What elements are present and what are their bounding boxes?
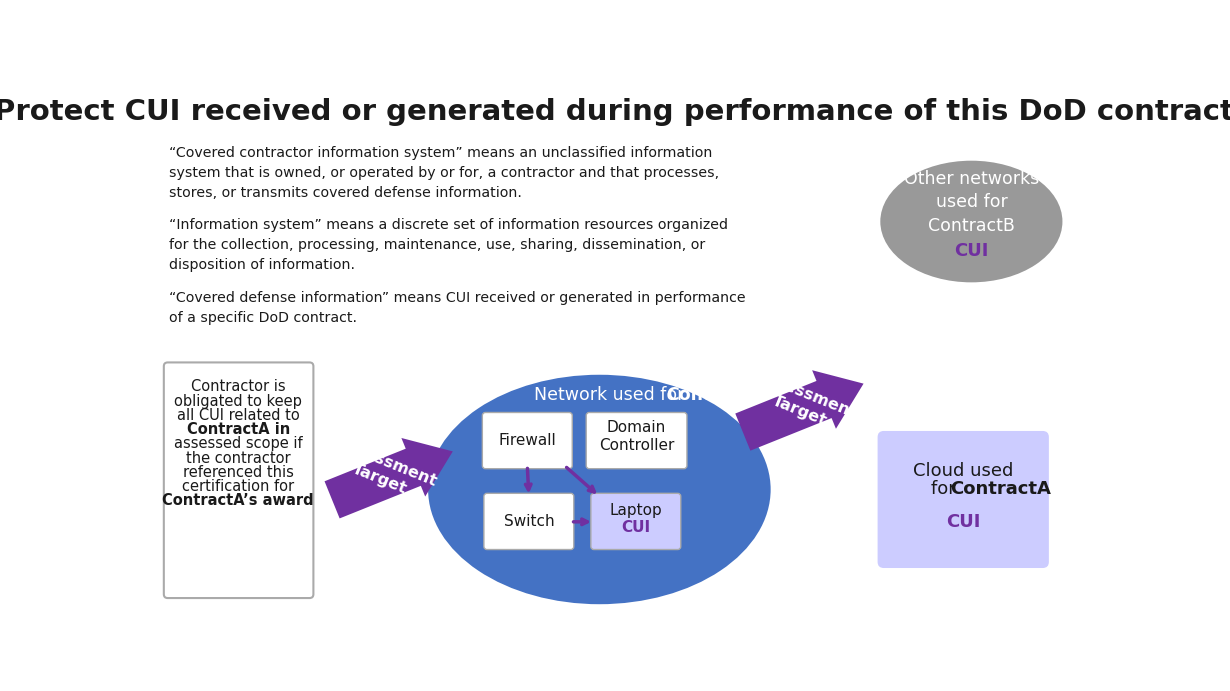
Text: for: for [931,480,962,498]
FancyBboxPatch shape [483,493,574,549]
Text: “Covered contractor information system” means an unclassified information
system: “Covered contractor information system” … [170,146,720,200]
Text: Cloud used: Cloud used [913,462,1014,480]
Text: certification for: certification for [182,479,294,494]
Text: the contractor: the contractor [186,451,290,466]
Text: ContractA’s award: ContractA’s award [162,493,314,509]
Polygon shape [736,370,863,451]
Text: Network used for: Network used for [534,386,689,404]
FancyBboxPatch shape [164,363,314,598]
Text: obligated to keep: obligated to keep [175,394,303,408]
Text: Assessment
Target: Assessment Target [327,435,439,506]
Text: Domain
Controller: Domain Controller [599,419,674,453]
Text: Firewall: Firewall [498,433,556,448]
Text: Other networks
used for
ContractB: Other networks used for ContractB [904,170,1039,235]
Ellipse shape [881,161,1063,283]
Text: Contractor is: Contractor is [191,379,285,395]
Polygon shape [325,438,453,518]
FancyBboxPatch shape [482,413,572,468]
Text: Assessment
Target: Assessment Target [747,367,860,438]
Text: Switch: Switch [503,514,555,529]
Text: all CUI related to: all CUI related to [177,408,300,423]
Text: “Covered defense information” means CUI received or generated in performance
of : “Covered defense information” means CUI … [170,291,745,325]
FancyBboxPatch shape [590,493,680,549]
Text: referenced this: referenced this [183,465,294,480]
Text: assessed scope if: assessed scope if [173,436,303,451]
Ellipse shape [428,375,771,604]
Text: CUI: CUI [946,513,980,531]
Text: ContractA: ContractA [665,386,764,404]
Text: Protect CUI received or generated during performance of this DoD contract...: Protect CUI received or generated during… [0,98,1230,126]
FancyBboxPatch shape [587,413,686,468]
FancyBboxPatch shape [877,431,1049,568]
Text: ContractA in: ContractA in [187,422,290,437]
Text: “Information system” means a discrete set of information resources organized
for: “Information system” means a discrete se… [170,218,728,272]
Text: CUI: CUI [954,242,989,260]
Text: Laptop: Laptop [609,503,662,518]
Text: ContractA: ContractA [951,480,1052,498]
Text: CUI: CUI [621,520,651,535]
